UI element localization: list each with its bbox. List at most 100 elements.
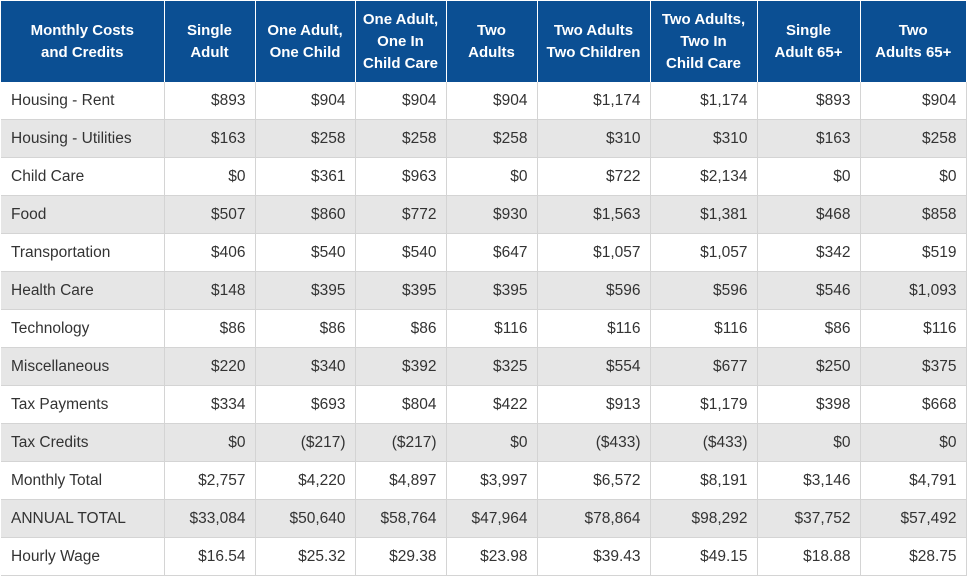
table-cell: $3,997 (446, 461, 538, 500)
table-cell: $361 (255, 157, 356, 196)
table-cell: $58,764 (355, 499, 447, 538)
table-cell: $554 (537, 347, 651, 386)
table-cell: $116 (650, 309, 758, 348)
table-cell: $28.75 (860, 537, 967, 576)
table-cell: $163 (757, 119, 861, 158)
table-cell: $39.43 (537, 537, 651, 576)
table-cell: $0 (860, 423, 967, 462)
row-label: ANNUAL TOTAL (1, 499, 165, 538)
table-cell: $25.32 (255, 537, 356, 576)
table-cell: $23.98 (446, 537, 538, 576)
table-cell: $50,640 (255, 499, 356, 538)
table-cell: $860 (255, 195, 356, 234)
table-cell: $596 (650, 271, 758, 310)
row-label: Housing - Rent (1, 82, 165, 120)
table-cell: $930 (446, 195, 538, 234)
table-row: Tax Payments $334 $693 $804 $422 $913 $1,179 $3… (1, 385, 967, 424)
row-label: Child Care (1, 157, 165, 196)
table-cell: $57,492 (860, 499, 967, 538)
table-cell: $325 (446, 347, 538, 386)
table-cell: $18.88 (757, 537, 861, 576)
table-cell: $8,191 (650, 461, 758, 500)
table-cell: $668 (860, 385, 967, 424)
table-cell: $395 (355, 271, 447, 310)
table-cell: $258 (446, 119, 538, 158)
table-cell: $677 (650, 347, 758, 386)
table-cell: $33,084 (164, 499, 256, 538)
table-cell: $250 (757, 347, 861, 386)
row-label: Transportation (1, 233, 165, 272)
row-label: Miscellaneous (1, 347, 165, 386)
table-cell: $540 (255, 233, 356, 272)
table-row: Hourly Wage $16.54 $25.32 $29.38 $23.98 $39.4… (1, 537, 967, 576)
table-cell: $1,179 (650, 385, 758, 424)
table-row: Health Care $148 $395 $395 $395 $596 $596 $546 $… (1, 271, 967, 310)
table-cell: ($433) (650, 423, 758, 462)
table-cell: $258 (255, 119, 356, 158)
table-cell: $1,563 (537, 195, 651, 234)
table-cell: $98,292 (650, 499, 758, 538)
table-cell: $0 (860, 157, 967, 196)
table-cell: $392 (355, 347, 447, 386)
row-label: Tax Credits (1, 423, 165, 462)
table-cell: $693 (255, 385, 356, 424)
table-cell: $1,057 (650, 233, 758, 272)
table-body: Housing - Rent $893 $904 $904 $904 $1,174 $1,1… (1, 82, 967, 576)
table-cell: $546 (757, 271, 861, 310)
table-cell: $1,093 (860, 271, 967, 310)
header-cell: Single Adult 65+ (757, 1, 861, 82)
table-cell: $116 (860, 309, 967, 348)
table-row: Housing - Utilities $163 $258 $258 $258 $310 $… (1, 119, 967, 158)
table-cell: $904 (860, 82, 967, 120)
header-cell: One Adult, One In Child Care (355, 1, 447, 82)
table-cell: $37,752 (757, 499, 861, 538)
table-cell: $519 (860, 233, 967, 272)
table-cell: $0 (164, 423, 256, 462)
header-cell: Two Adults, Two In Child Care (650, 1, 758, 82)
table-cell: ($217) (355, 423, 447, 462)
table-row: Transportation $406 $540 $540 $647 $1,057 $1,0… (1, 233, 967, 272)
table-cell: $0 (757, 423, 861, 462)
table-cell: $647 (446, 233, 538, 272)
table-row: Technology $86 $86 $86 $116 $116 $116 $86 $116 (1, 309, 967, 348)
table-cell: $772 (355, 195, 447, 234)
table-row: ANNUAL TOTAL $33,084 $50,640 $58,764 $47,964… (1, 499, 967, 538)
table-cell: $904 (355, 82, 447, 120)
table-cell: $86 (757, 309, 861, 348)
table-cell: $342 (757, 233, 861, 272)
table-cell: $422 (446, 385, 538, 424)
table-cell: $507 (164, 195, 256, 234)
table-cell: $0 (446, 157, 538, 196)
table-row: Housing - Rent $893 $904 $904 $904 $1,174 $1,1… (1, 82, 967, 120)
row-label: Technology (1, 309, 165, 348)
table-cell: $395 (255, 271, 356, 310)
row-label: Health Care (1, 271, 165, 310)
table-cell: $86 (164, 309, 256, 348)
table-cell: $468 (757, 195, 861, 234)
table-cell: $0 (757, 157, 861, 196)
table-cell: $310 (537, 119, 651, 158)
table-cell: $47,964 (446, 499, 538, 538)
table-cell: $2,134 (650, 157, 758, 196)
table-cell: $1,174 (537, 82, 651, 120)
row-label: Tax Payments (1, 385, 165, 424)
table-cell: $16.54 (164, 537, 256, 576)
table-cell: $4,897 (355, 461, 447, 500)
header-cell-label: Monthly Costs and Credits (1, 1, 165, 82)
table-cell: $1,174 (650, 82, 758, 120)
table-cell: $375 (860, 347, 967, 386)
table-cell: $86 (255, 309, 356, 348)
table-cell: $858 (860, 195, 967, 234)
table-cell: $86 (355, 309, 447, 348)
table-cell: $3,146 (757, 461, 861, 500)
table-cell: $904 (446, 82, 538, 120)
table-cell: $893 (757, 82, 861, 120)
table-cell: $334 (164, 385, 256, 424)
table-cell: ($217) (255, 423, 356, 462)
table-cell: $116 (537, 309, 651, 348)
table-cell: $6,572 (537, 461, 651, 500)
table-cell: $1,381 (650, 195, 758, 234)
table-cell: $258 (860, 119, 967, 158)
table-cell: $78,864 (537, 499, 651, 538)
